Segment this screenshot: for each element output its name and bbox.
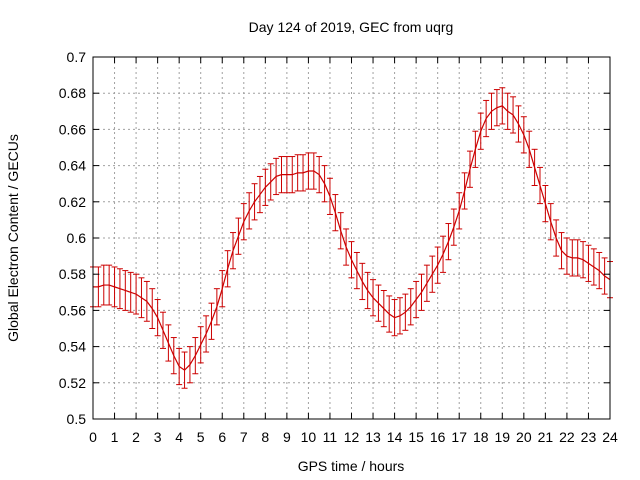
x-tick-label: 9	[283, 429, 291, 445]
x-tick-label: 12	[344, 429, 360, 445]
x-tick-label: 24	[602, 429, 618, 445]
y-tick-label: 0.52	[59, 375, 86, 391]
y-tick-label: 0.68	[59, 85, 86, 101]
x-tick-label: 7	[240, 429, 248, 445]
x-tick-label: 6	[218, 429, 226, 445]
x-tick-label: 21	[538, 429, 554, 445]
x-tick-label: 22	[559, 429, 575, 445]
x-tick-label: 13	[365, 429, 381, 445]
grid	[93, 57, 610, 419]
y-tick-label: 0.56	[59, 302, 86, 318]
x-tick-label: 14	[387, 429, 403, 445]
x-tick-label: 1	[111, 429, 119, 445]
x-tick-label: 11	[323, 429, 338, 445]
x-tick-label: 20	[516, 429, 532, 445]
x-tick-label: 8	[261, 429, 269, 445]
x-tick-label: 5	[197, 429, 205, 445]
y-tick-label: 0.5	[67, 411, 87, 427]
x-tick-label: 18	[473, 429, 489, 445]
x-tick-label: 19	[495, 429, 511, 445]
axis-ticks: 0 1 2 3 4 5 6 7 8 9 10 11 12 13 14 15 16 17 18 19 20 21 22 23 24…	[59, 49, 618, 445]
x-tick-label: 0	[89, 429, 97, 445]
x-tick-label: 17	[451, 429, 467, 445]
series-layer	[90, 87, 613, 389]
y-tick-label: 0.62	[59, 194, 86, 210]
y-tick-label: 0.54	[59, 339, 86, 355]
x-tick-label: 23	[581, 429, 597, 445]
y-tick-label: 0.66	[59, 121, 86, 137]
x-tick-label: 2	[132, 429, 140, 445]
x-axis-label: GPS time / hours	[298, 458, 405, 474]
x-tick-label: 16	[430, 429, 446, 445]
y-tick-label: 0.64	[59, 158, 86, 174]
y-tick-label: 0.7	[67, 49, 87, 65]
y-tick-label: 0.6	[67, 230, 87, 246]
x-tick-label: 3	[154, 429, 162, 445]
chart-title: Day 124 of 2019, GEC from uqrg	[249, 19, 454, 35]
x-tick-label: 4	[175, 429, 183, 445]
x-tick-label: 15	[408, 429, 424, 445]
y-tick-label: 0.58	[59, 266, 86, 282]
y-axis-label: Global Electron Content / GECUs	[5, 134, 21, 342]
x-tick-label: 10	[301, 429, 317, 445]
